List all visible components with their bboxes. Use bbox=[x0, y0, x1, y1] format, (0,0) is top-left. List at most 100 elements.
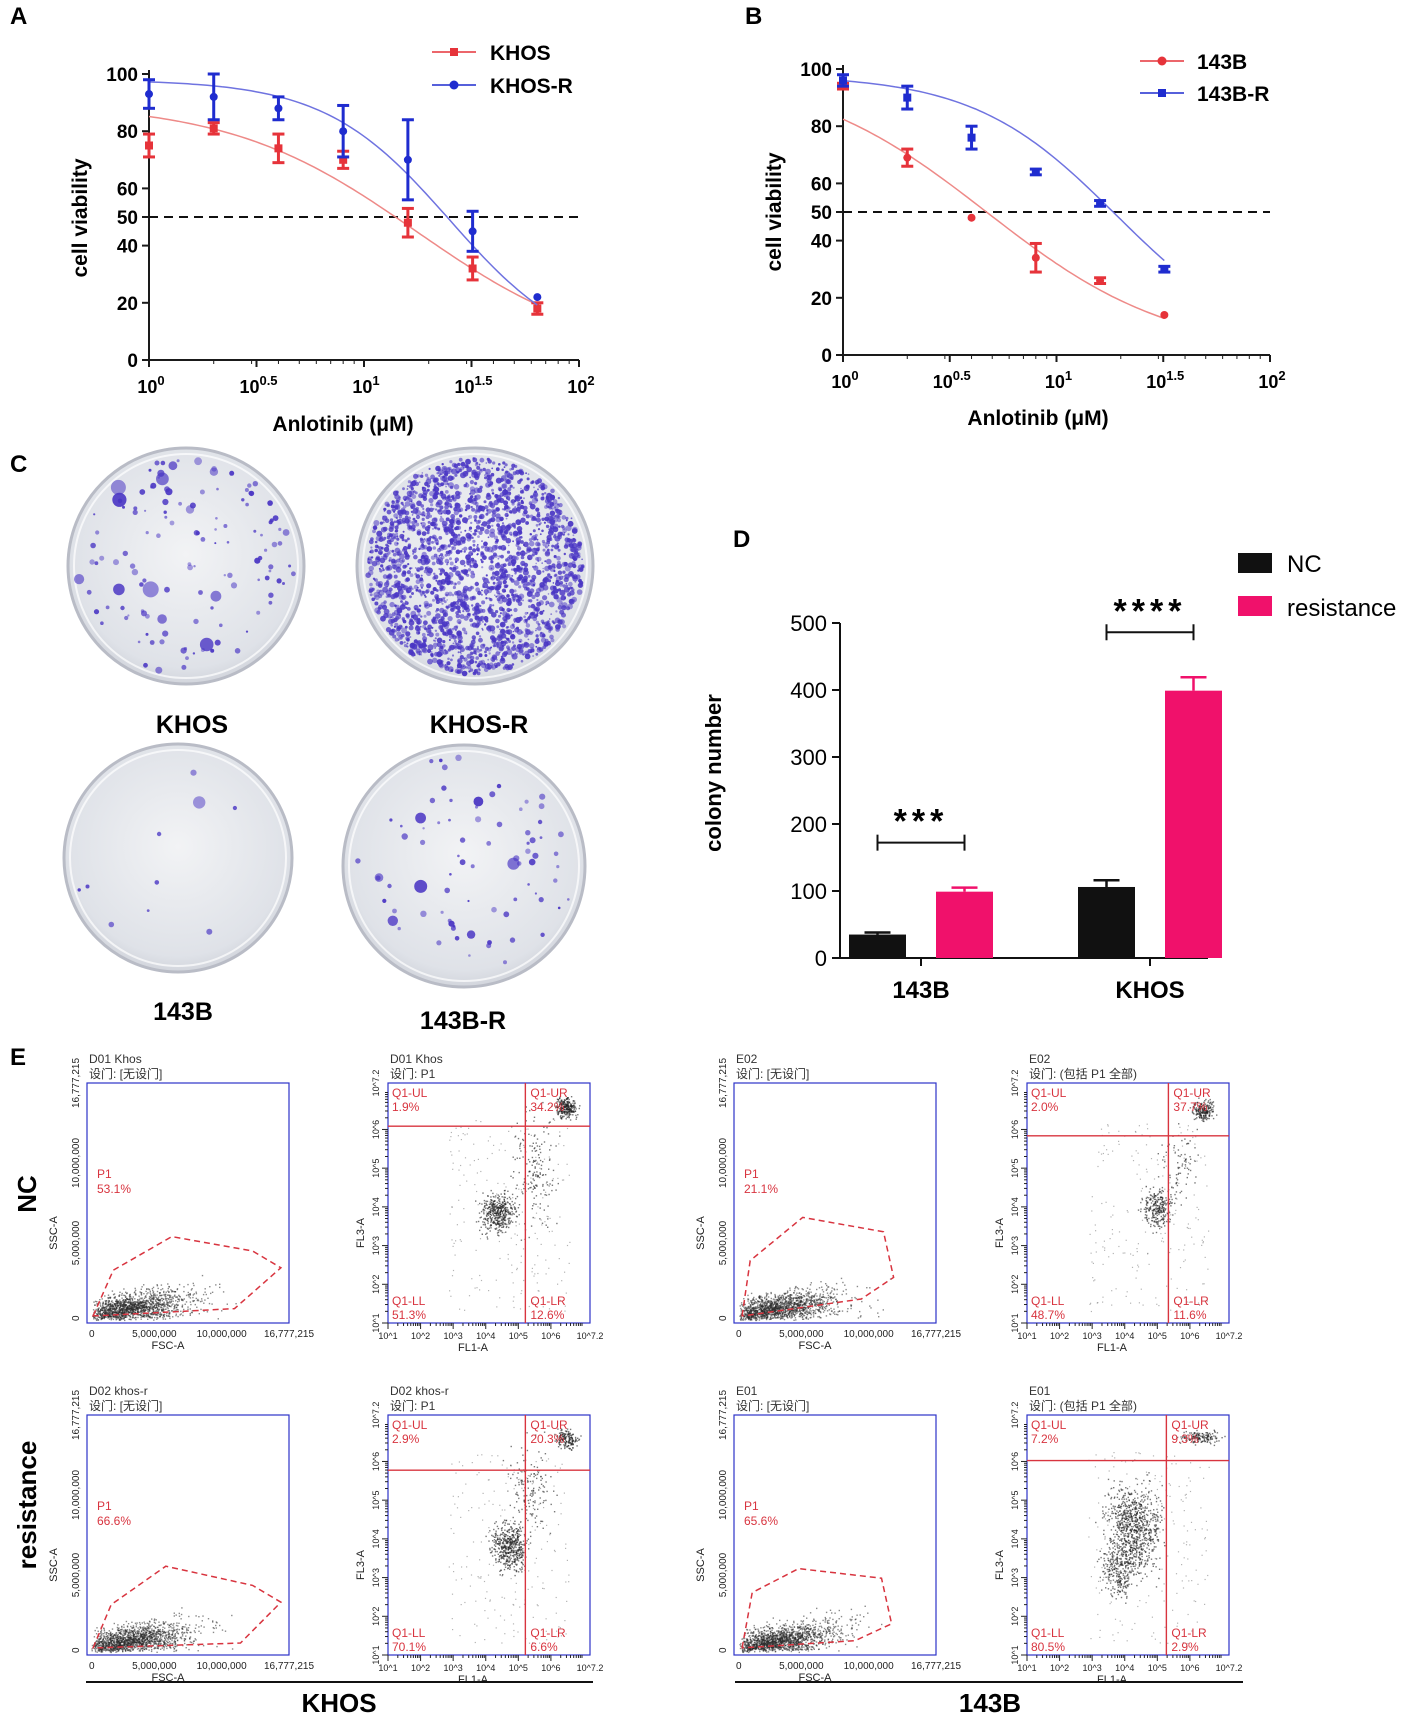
colony bbox=[420, 839, 426, 846]
event-dot bbox=[495, 1212, 497, 1215]
event-dot bbox=[516, 1122, 518, 1124]
event-dot bbox=[165, 1293, 167, 1296]
plate-dish bbox=[341, 743, 587, 989]
colony bbox=[216, 487, 219, 491]
event-dot bbox=[160, 1297, 163, 1300]
event-dot bbox=[566, 1114, 568, 1116]
colony bbox=[241, 498, 245, 502]
colony bbox=[478, 637, 483, 643]
colony bbox=[267, 500, 273, 506]
event-dot bbox=[510, 1205, 512, 1207]
colony bbox=[541, 529, 544, 533]
colony bbox=[468, 546, 473, 551]
colony bbox=[435, 465, 441, 472]
colony bbox=[500, 563, 505, 569]
event-dot bbox=[109, 1297, 111, 1299]
colony bbox=[252, 481, 258, 487]
event-dot bbox=[120, 1313, 122, 1315]
colony bbox=[535, 482, 538, 485]
colony bbox=[491, 492, 494, 495]
colony bbox=[391, 560, 397, 566]
colony bbox=[382, 515, 385, 518]
event-dot bbox=[177, 1301, 179, 1303]
event-dot bbox=[119, 1305, 122, 1307]
colony bbox=[392, 908, 397, 914]
colony bbox=[230, 582, 238, 589]
colony bbox=[187, 564, 194, 571]
colony bbox=[402, 570, 407, 575]
legend-143b-label: 143B bbox=[1197, 51, 1247, 74]
colony bbox=[439, 553, 444, 557]
colony bbox=[533, 486, 535, 489]
colony bbox=[487, 518, 493, 523]
colony bbox=[465, 470, 469, 474]
plate-143b bbox=[62, 742, 294, 974]
colony bbox=[442, 640, 446, 644]
colony bbox=[264, 548, 268, 552]
colony bbox=[570, 517, 573, 520]
event-dot bbox=[113, 1297, 115, 1299]
event-dot bbox=[131, 1308, 133, 1310]
colony bbox=[405, 577, 410, 582]
colony bbox=[437, 499, 443, 506]
event-dot bbox=[505, 1202, 507, 1204]
colony bbox=[448, 482, 454, 489]
colony bbox=[387, 883, 392, 889]
colony bbox=[160, 460, 166, 466]
event-dot bbox=[499, 1213, 502, 1216]
colony bbox=[382, 568, 385, 572]
event-dot bbox=[506, 1223, 508, 1226]
event-dot bbox=[163, 1306, 165, 1308]
colony bbox=[388, 557, 392, 560]
colony bbox=[271, 541, 278, 548]
khos-point bbox=[339, 155, 348, 164]
event-dot bbox=[490, 1224, 492, 1227]
colony bbox=[512, 486, 515, 489]
event-dot bbox=[99, 1310, 101, 1313]
colony bbox=[388, 559, 391, 562]
event-dot bbox=[102, 1307, 104, 1309]
event-dot bbox=[148, 1302, 150, 1304]
colony bbox=[481, 627, 484, 630]
event-dot bbox=[104, 1307, 106, 1309]
colony bbox=[397, 926, 401, 931]
event-dot bbox=[527, 1158, 530, 1161]
y-tick-label: 40 bbox=[811, 232, 832, 253]
colony bbox=[555, 508, 559, 512]
event-dot bbox=[579, 1105, 581, 1107]
event-dot bbox=[509, 1211, 511, 1214]
colony bbox=[389, 518, 394, 522]
colony bbox=[396, 631, 402, 637]
colony bbox=[447, 666, 454, 673]
event-dot bbox=[570, 1113, 572, 1116]
colony bbox=[268, 600, 273, 605]
colony bbox=[453, 582, 457, 586]
colony bbox=[162, 630, 169, 637]
event-dot bbox=[152, 1299, 154, 1301]
x-tick-label: 100.5 bbox=[933, 368, 971, 392]
colony bbox=[542, 579, 547, 583]
colony bbox=[86, 589, 92, 595]
event-dot bbox=[110, 1319, 112, 1321]
colony bbox=[516, 531, 519, 534]
event-dot bbox=[507, 1221, 510, 1224]
event-dot bbox=[154, 1306, 156, 1309]
colony bbox=[386, 566, 390, 570]
colony bbox=[144, 509, 147, 512]
event-dot bbox=[164, 1297, 167, 1299]
khos-r-point bbox=[145, 90, 153, 99]
plate-rim bbox=[362, 453, 588, 679]
colony bbox=[497, 557, 500, 560]
colony bbox=[558, 831, 564, 838]
colony bbox=[437, 650, 444, 656]
colony bbox=[443, 596, 446, 600]
colony bbox=[515, 519, 522, 526]
legend-khos-label: KHOS bbox=[490, 42, 551, 65]
colony bbox=[542, 542, 547, 547]
colony bbox=[282, 529, 290, 536]
colony bbox=[511, 555, 517, 561]
colony bbox=[561, 602, 568, 608]
colony bbox=[546, 627, 549, 630]
colony bbox=[373, 520, 380, 526]
143b-fit-curve bbox=[842, 118, 1165, 320]
